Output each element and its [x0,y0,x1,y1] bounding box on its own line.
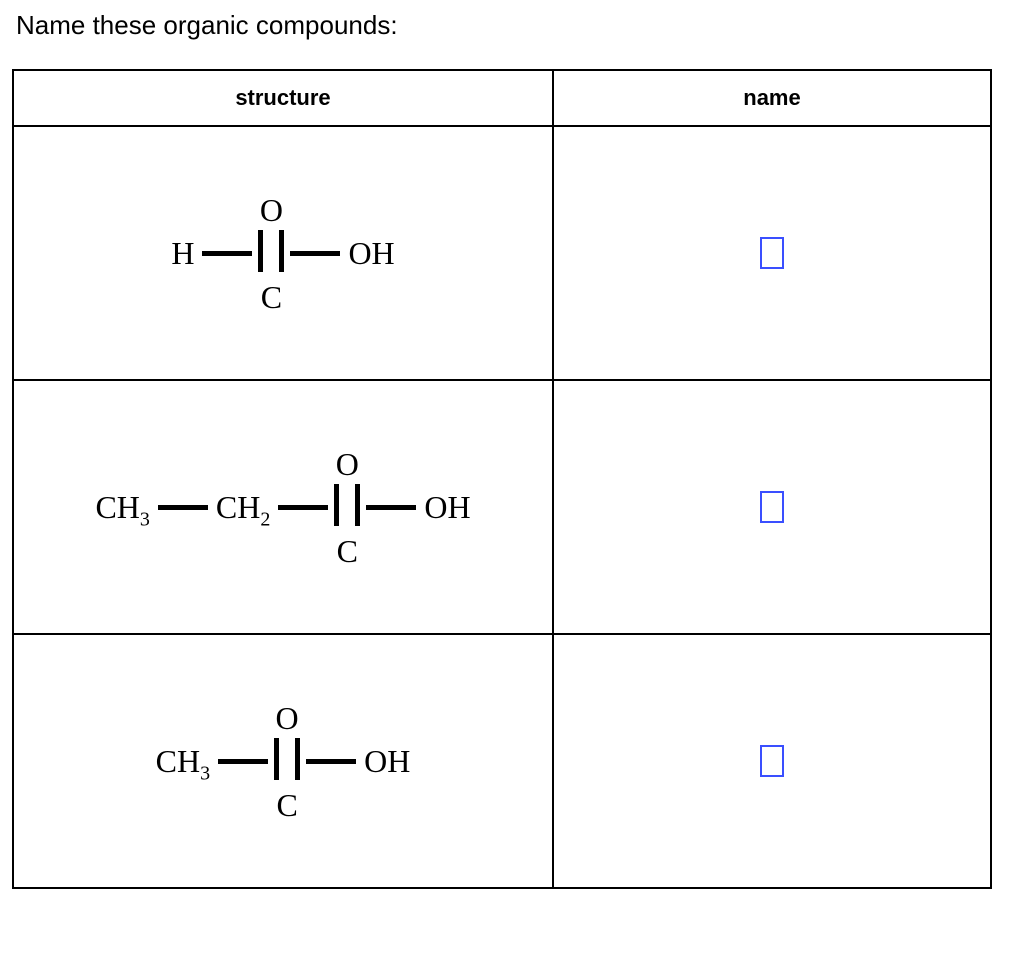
table-row: CH3 O C OH [13,634,991,888]
compound-table: structure name H O [12,69,992,889]
atom-c: C [337,535,358,567]
single-bond-icon [290,251,340,256]
atom-o: O [274,702,300,734]
molecule-2: CH3 CH2 O C [93,448,472,567]
answer-input-3[interactable] [760,745,784,777]
double-bond-icon [274,738,300,780]
table-row: CH3 CH2 O C [13,380,991,634]
carbonyl-group: O C [258,194,284,313]
table-header-row: structure name [13,70,991,126]
atom-oh: OH [422,489,472,526]
answer-input-2[interactable] [760,491,784,523]
answer-input-1[interactable] [760,237,784,269]
single-bond-icon [218,759,268,764]
atom-oh: OH [362,743,412,780]
structure-cell-1: H O C OH [13,126,553,380]
structure-cell-3: CH3 O C OH [13,634,553,888]
name-cell-1 [553,126,991,380]
table-row: H O C OH [13,126,991,380]
atom-ch2: CH2 [214,489,272,526]
atom-h: H [169,235,196,272]
question-prompt: Name these organic compounds: [16,10,1012,41]
single-bond-icon [306,759,356,764]
carbonyl-group: O C [334,448,360,567]
atom-c: C [276,789,297,821]
carbonyl-group: O C [274,702,300,821]
single-bond-icon [366,505,416,510]
single-bond-icon [158,505,208,510]
single-bond-icon [278,505,328,510]
molecule-3: CH3 O C OH [154,702,413,821]
name-cell-3 [553,634,991,888]
atom-c: C [261,281,282,313]
header-structure: structure [13,70,553,126]
atom-ch3: CH3 [154,743,212,780]
page: Name these organic compounds: structure … [0,0,1024,889]
atom-o: O [334,448,360,480]
header-name: name [553,70,991,126]
single-bond-icon [202,251,252,256]
structure-cell-2: CH3 CH2 O C [13,380,553,634]
double-bond-icon [258,230,284,272]
molecule-1: H O C OH [169,194,396,313]
atom-ch3: CH3 [93,489,151,526]
atom-oh: OH [346,235,396,272]
name-cell-2 [553,380,991,634]
atom-o: O [258,194,284,226]
double-bond-icon [334,484,360,526]
